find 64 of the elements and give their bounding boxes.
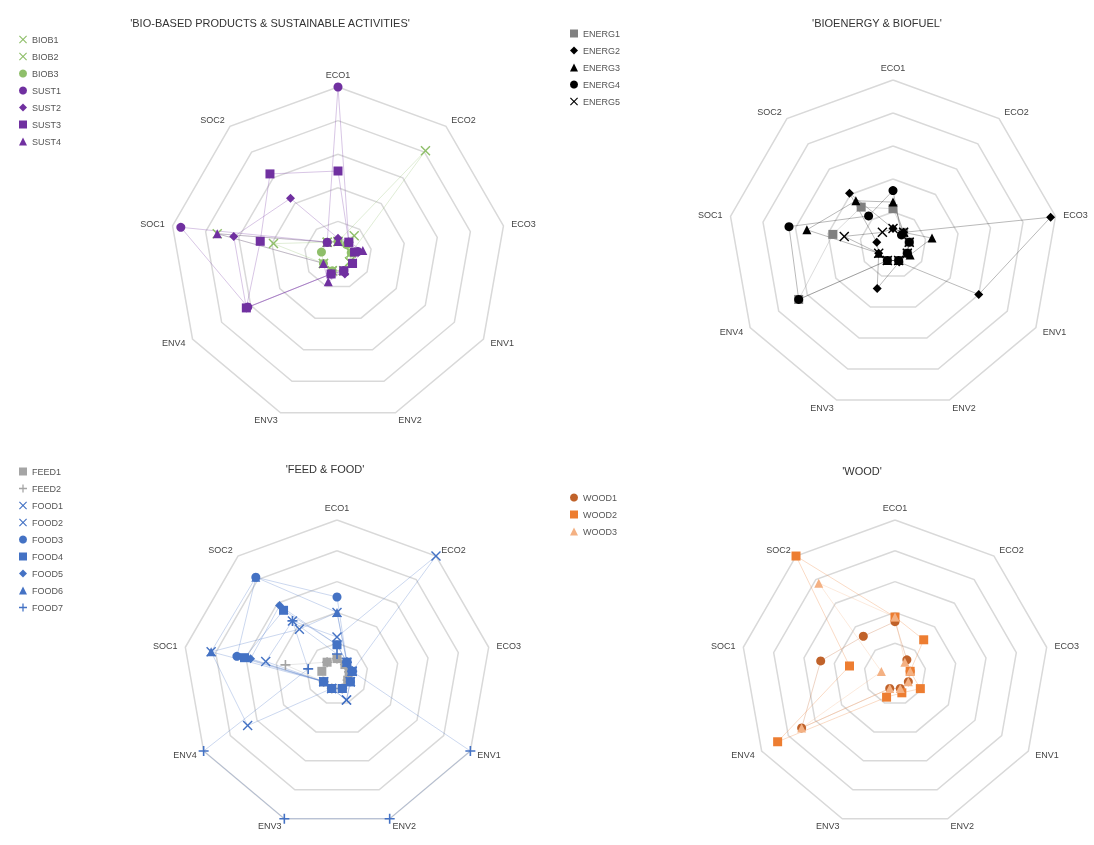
spoke-label: ECO2: [451, 115, 476, 126]
legend-label: WOOD2: [583, 509, 618, 520]
legend-label: FOOD1: [32, 500, 64, 511]
spoke-label: SOC2: [757, 107, 782, 118]
spoke-label: SOC1: [140, 219, 165, 230]
spoke-label: ENV3: [816, 821, 840, 832]
legend-label: ENERG5: [583, 96, 621, 107]
spoke-label: ECO1: [882, 502, 908, 513]
spoke-label: ENV4: [719, 326, 744, 337]
legend-label: ENERG3: [583, 62, 621, 73]
legend-label: BIOB3: [32, 68, 59, 79]
spoke-label: ECO1: [324, 502, 350, 513]
legend-label: WOOD3: [583, 526, 618, 537]
legend-label: ENERG2: [583, 45, 621, 56]
spoke-label: ENV1: [477, 750, 501, 760]
spoke-label: SOC1: [710, 640, 736, 651]
legend-label: FOOD3: [32, 534, 64, 545]
spoke-label: ENV2: [950, 821, 974, 832]
chart-title: 'FEED & FOOD': [285, 462, 365, 475]
chart-title: 'BIOENERGY & BIOFUEL': [812, 16, 942, 29]
spoke-label: ENV1: [1042, 326, 1067, 337]
legend-label: BIOB1: [32, 34, 59, 45]
legend-label: BIOB2: [32, 51, 59, 62]
spoke-label: SOC2: [208, 544, 233, 555]
spoke-label: SOC1: [152, 640, 178, 651]
spoke-label: ENV4: [173, 750, 197, 760]
spoke-label: ENV4: [162, 338, 186, 348]
spoke-label: ENV1: [1035, 750, 1059, 760]
legend-label: FOOD2: [32, 517, 64, 528]
legend-label: WOOD1: [583, 492, 618, 503]
legend-label: SUST2: [32, 102, 62, 113]
spoke-label: ENV3: [258, 821, 282, 832]
spoke-label: ENV3: [254, 415, 278, 426]
spoke-label: ECO2: [441, 544, 466, 555]
spoke-label: ECO3: [496, 640, 522, 651]
legend-label: FOOD7: [32, 602, 64, 613]
spoke-label: ENV3: [810, 402, 834, 413]
spoke-label: SOC1: [698, 209, 723, 220]
legend-label: FOOD6: [32, 585, 64, 596]
legend-label: FOOD5: [32, 568, 64, 579]
spoke-label: ENV2: [398, 415, 422, 426]
spoke-label: ENV1: [490, 338, 514, 348]
chart-title: 'BIO-BASED PRODUCTS & SUSTAINABLE ACTIVITIES': [130, 16, 410, 29]
legend-label: SUST3: [32, 119, 62, 130]
spoke-label: ENV4: [731, 750, 755, 760]
spoke-label: SOC2: [766, 544, 791, 555]
spoke-label: ECO1: [880, 62, 906, 73]
spoke-label: ECO3: [1063, 209, 1088, 220]
spoke-label: ENV2: [952, 402, 976, 413]
legend-label: SUST1: [32, 85, 62, 96]
spoke-label: ECO3: [1054, 640, 1080, 651]
legend-label: FEED1: [32, 466, 62, 477]
legend-label: FOOD4: [32, 551, 64, 562]
spoke-label: ENV2: [392, 821, 416, 832]
legend-label: SUST4: [32, 136, 62, 147]
spoke-label: ECO2: [999, 544, 1024, 555]
legend-label: ENERG4: [583, 79, 621, 90]
legend-label: FEED2: [32, 483, 62, 494]
spoke-label: SOC2: [200, 115, 225, 126]
spoke-label: ECO3: [511, 219, 536, 230]
legend-label: ENERG1: [583, 28, 621, 39]
chart-title: 'WOOD': [842, 464, 882, 477]
spoke-label: ECO2: [1004, 107, 1029, 118]
spoke-label: ECO1: [325, 69, 351, 80]
